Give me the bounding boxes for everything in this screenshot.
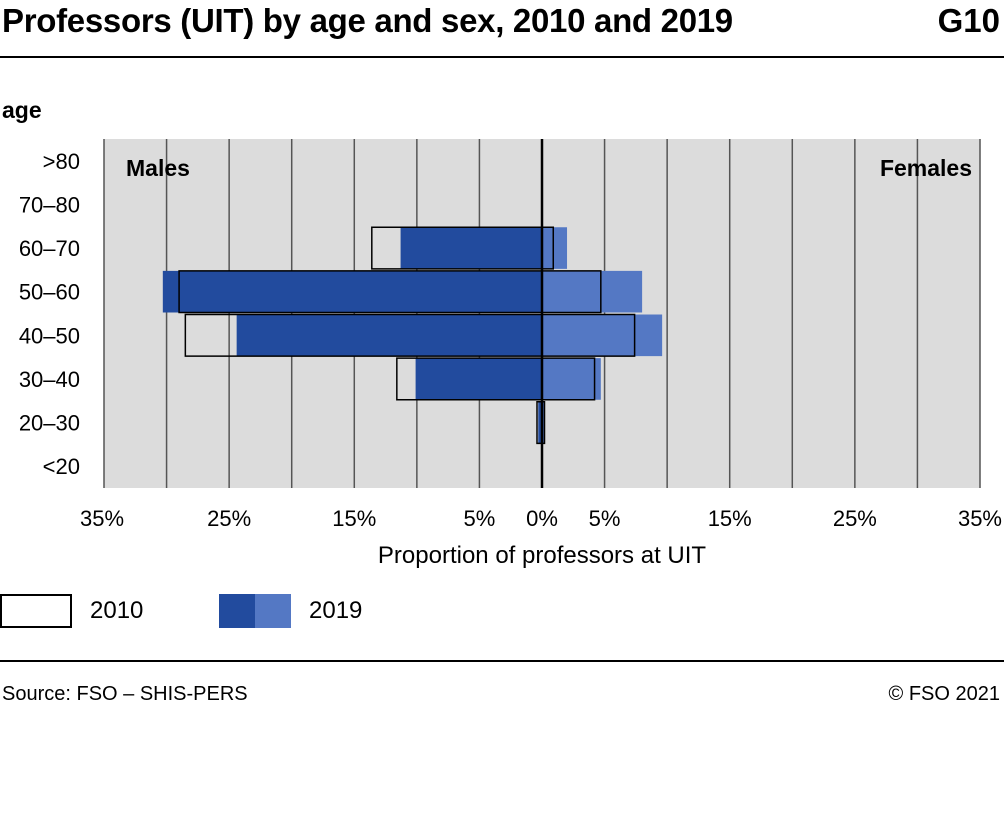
gridlines: [103, 139, 981, 488]
bar-2019-male-6: [538, 401, 542, 444]
copyright-note: © FSO 2021: [888, 683, 1000, 705]
age-group-label: 60–70: [19, 236, 80, 261]
x-tick-label: 15%: [332, 506, 376, 531]
legend-item-2010: 2010: [0, 594, 143, 628]
x-tick-label: 25%: [207, 506, 251, 531]
x-tick-labels: 35% 25% 15% 5% 0% 5% 15% 25% 35%: [80, 506, 1002, 531]
age-group-label: 30–40: [19, 367, 80, 392]
legend-swatch-2010: [0, 594, 72, 628]
age-group-label: <20: [43, 454, 80, 479]
top-rule: [0, 56, 1004, 58]
males-label: Males: [126, 155, 190, 181]
x-tick-label: 35%: [80, 506, 124, 531]
bar-2019-male-4: [236, 314, 542, 357]
x-tick-label: 0%: [526, 506, 558, 531]
age-group-label: 20–30: [19, 411, 80, 436]
legend-item-2019: 2019: [219, 594, 362, 628]
x-tick-label: 35%: [958, 506, 1002, 531]
bar-2019-male-2: [400, 227, 542, 269]
x-tick-label: 5%: [464, 506, 496, 531]
x-tick-label: 15%: [708, 506, 752, 531]
x-tick-label: 5%: [589, 506, 621, 531]
females-label: Females: [880, 155, 972, 181]
source-note: Source: FSO – SHIS-PERS: [2, 683, 248, 705]
legend-label-2019: 2019: [309, 597, 363, 624]
age-group-label: >80: [43, 149, 80, 174]
age-group-labels: >80 70–80 60–70 50–60 40–50 30–40 20–30 <20: [19, 149, 80, 479]
legend-swatch-2019: [219, 594, 291, 628]
bottom-rule: [0, 660, 1004, 662]
bars: [162, 226, 663, 445]
bar-2019-male-5: [415, 358, 542, 400]
pyramid-chart: 35% 25% 15% 5% 0% 5% 15% 25% 35% >80 70–80 60–70 50…: [2, 97, 1002, 569]
x-axis-label: Proportion of professors at UIT: [378, 542, 706, 569]
bar-2019-male-3: [162, 270, 542, 313]
bar-2019-female-5: [542, 358, 601, 400]
legend-label-2010: 2010: [90, 597, 144, 624]
age-group-label: 70–80: [19, 192, 80, 217]
bar-2019-female-6: [542, 401, 545, 444]
bar-2019-female-3: [542, 270, 643, 313]
age-group-label: 50–60: [19, 280, 80, 305]
bar-2019-female-4: [542, 314, 663, 357]
chart-code: G10: [937, 2, 1000, 39]
chart-title: Professors (UIT) by age and sex, 2010 an…: [2, 2, 733, 39]
bar-2019-female-2: [542, 227, 568, 269]
age-group-label: 40–50: [19, 323, 80, 348]
y-axis-label: age: [2, 97, 42, 123]
x-tick-label: 25%: [833, 506, 877, 531]
